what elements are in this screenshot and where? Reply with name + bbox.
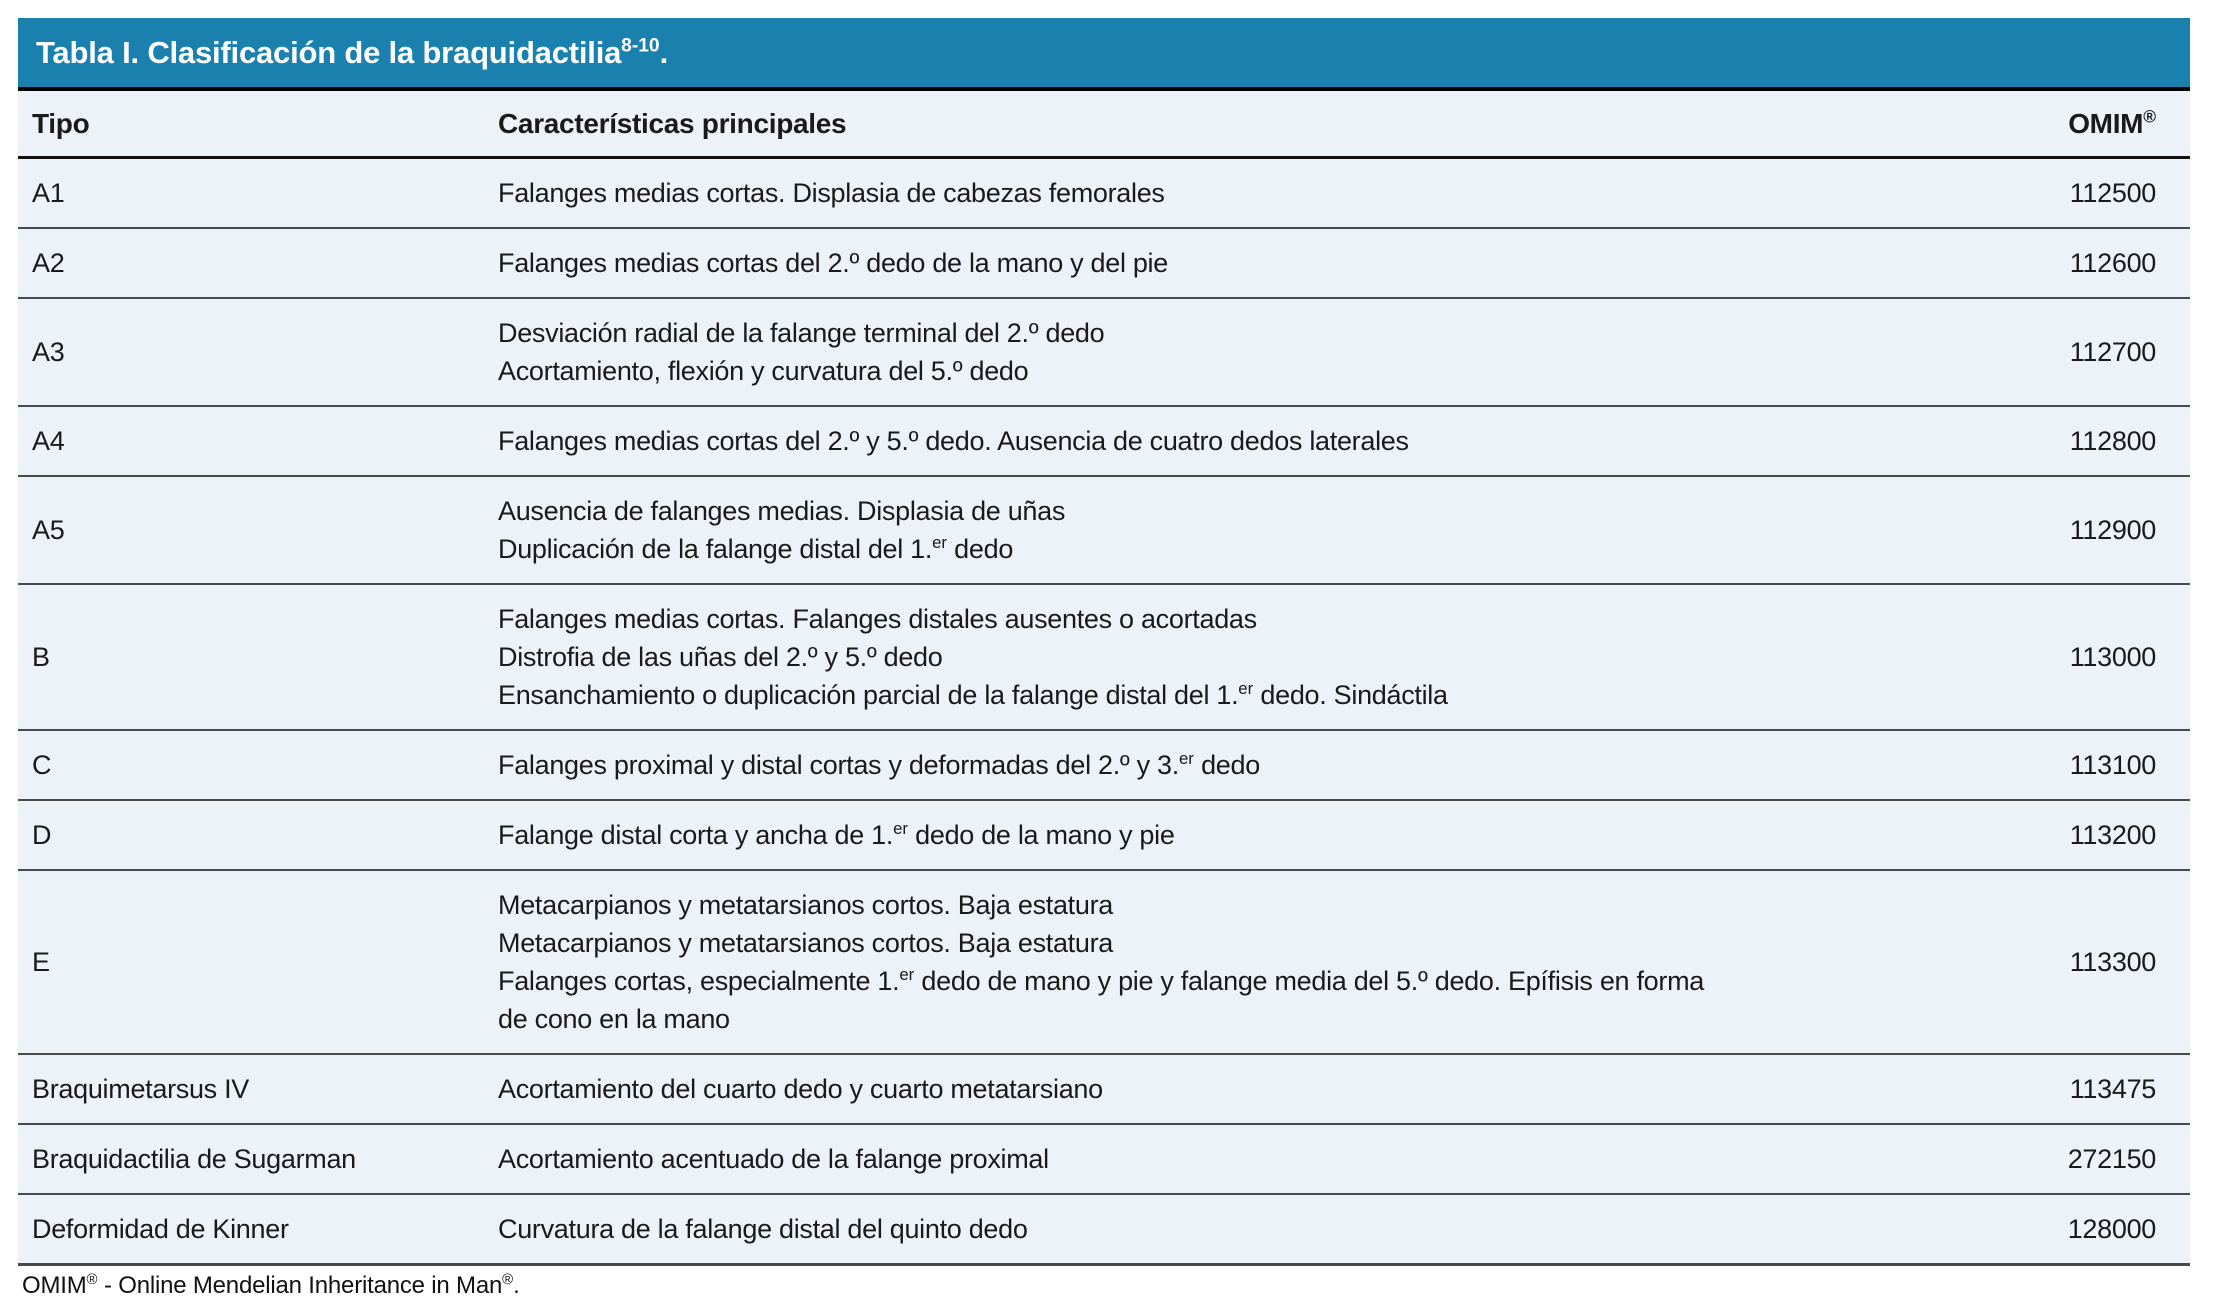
column-header-tipo: Tipo [32,107,90,139]
table-header-row: Tipo Características principales OMIM® [18,91,2190,159]
cell-caracteristicas: Falanges medias cortas del 2.º dedo de l… [498,229,1985,297]
cell-tipo: A3 [32,337,65,367]
cell-tipo: Braquidactilia de Sugarman [32,1144,356,1174]
cell-tipo: Deformidad de Kinner [32,1214,289,1244]
characteristic-line: de cono en la mano [498,1004,730,1034]
cell-caracteristicas: Falange distal corta y ancha de 1.er ded… [498,801,1985,869]
cell-omim: 112800 [2069,426,2157,456]
characteristic-line: Distrofia de las uñas del 2.º y 5.º dedo [498,642,943,672]
characteristic-line: Falanges medias cortas del 2.º dedo de l… [498,248,1168,278]
cell-omim: 113000 [2069,642,2157,672]
cell-tipo: A2 [32,248,65,278]
cell-omim: 112600 [2069,248,2157,278]
table-title: Tabla I. Clasificación de la braquidacti… [36,34,669,70]
cell-omim: 113100 [2069,750,2157,780]
characteristic-line: Falanges cortas, especialmente 1.er dedo… [498,965,1704,996]
cell-omim: 272150 [2067,1144,2157,1174]
column-header-omim: OMIM® [2068,106,2156,139]
column-header-caracteristicas: Características principales [498,107,847,139]
characteristic-line: Acortamiento, flexión y curvatura del 5.… [498,356,1029,386]
cell-omim: 113475 [2069,1074,2157,1104]
cell-caracteristicas: Acortamiento acentuado de la falange pro… [498,1125,1985,1193]
table-body: A1 Falanges medias cortas. Displasia de … [18,159,2190,1266]
cell-omim: 112500 [2069,178,2157,208]
table-row: A4 Falanges medias cortas del 2.º y 5.º … [18,407,2190,477]
table-row: A1 Falanges medias cortas. Displasia de … [18,159,2190,229]
cell-tipo: A4 [32,426,65,456]
characteristic-line: Acortamiento del cuarto dedo y cuarto me… [498,1074,1103,1104]
table-row: Braquidactilia de Sugarman Acortamiento … [18,1125,2190,1195]
cell-caracteristicas: Falanges medias cortas del 2.º y 5.º ded… [498,407,1985,475]
table-row: C Falanges proximal y distal cortas y de… [18,731,2190,801]
table-row: Braquimetarsus IV Acortamiento del cuart… [18,1055,2190,1125]
cell-caracteristicas: Metacarpianos y metatarsianos cortos. Ba… [498,871,1985,1053]
table-row: Deformidad de Kinner Curvatura de la fal… [18,1195,2190,1266]
cell-omim: 128000 [2067,1214,2157,1244]
cell-caracteristicas: Falanges medias cortas. Falanges distale… [498,585,1985,729]
cell-omim: 113300 [2069,947,2157,977]
table-row: D Falange distal corta y ancha de 1.er d… [18,801,2190,871]
characteristic-line: Ensanchamiento o duplicación parcial de … [498,679,1448,710]
cell-omim: 112700 [2069,337,2157,367]
characteristic-line: Curvatura de la falange distal del quint… [498,1214,1028,1244]
cell-caracteristicas: Falanges proximal y distal cortas y defo… [498,731,1985,799]
characteristic-line: Falanges medias cortas. Displasia de cab… [498,178,1165,208]
table-row: A2 Falanges medias cortas del 2.º dedo d… [18,229,2190,299]
cell-caracteristicas: Falanges medias cortas. Displasia de cab… [498,159,1985,227]
characteristic-line: Metacarpianos y metatarsianos cortos. Ba… [498,890,1114,920]
table-title-bar: Tabla I. Clasificación de la braquidacti… [18,18,2190,91]
cell-tipo: C [32,750,52,780]
cell-tipo: B [32,642,50,672]
table-row: B Falanges medias cortas. Falanges dista… [18,585,2190,731]
table-row: E Metacarpianos y metatarsianos cortos. … [18,871,2190,1055]
cell-caracteristicas: Ausencia de falanges medias. Displasia d… [498,477,1985,583]
cell-tipo: D [32,820,52,850]
characteristic-line: Falange distal corta y ancha de 1.er ded… [498,819,1175,850]
characteristic-line: Desviación radial de la falange terminal… [498,318,1105,348]
table-row: A3 Desviación radial de la falange termi… [18,299,2190,407]
cell-tipo: E [32,947,50,977]
cell-tipo: Braquimetarsus IV [32,1074,249,1104]
characteristic-line: Falanges proximal y distal cortas y defo… [498,749,1260,780]
cell-caracteristicas: Curvatura de la falange distal del quint… [498,1195,1985,1263]
footnote: OMIM® - Online Mendelian Inheritance in … [22,1272,520,1299]
characteristic-line: Duplicación de la falange distal del 1.e… [498,533,1014,564]
characteristic-line: Acortamiento acentuado de la falange pro… [498,1144,1049,1174]
cell-omim: 112900 [2069,515,2157,545]
table-row: A5 Ausencia de falanges medias. Displasi… [18,477,2190,585]
cell-omim: 113200 [2069,820,2157,850]
characteristic-line: Metacarpianos y metatarsianos cortos. Ba… [498,928,1114,958]
classification-table: Tabla I. Clasificación de la braquidacti… [18,18,2190,1266]
cell-caracteristicas: Desviación radial de la falange terminal… [498,299,1985,405]
cell-tipo: A1 [32,178,65,208]
cell-caracteristicas: Acortamiento del cuarto dedo y cuarto me… [498,1055,1985,1123]
characteristic-line: Ausencia de falanges medias. Displasia d… [498,496,1066,526]
cell-tipo: A5 [32,515,65,545]
characteristic-line: Falanges medias cortas del 2.º y 5.º ded… [498,426,1409,456]
characteristic-line: Falanges medias cortas. Falanges distale… [498,604,1257,634]
